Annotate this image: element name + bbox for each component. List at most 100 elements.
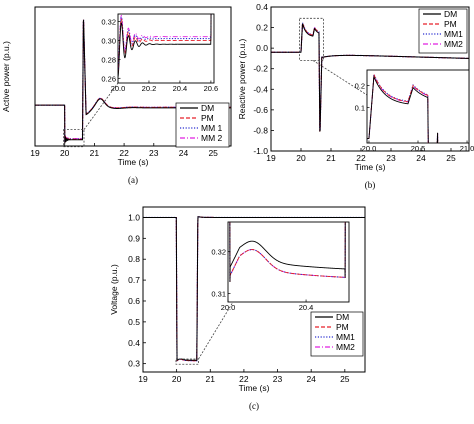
inset-series-b-DM [367,75,439,143]
inset-ytick-label-a: 0.30 [101,36,116,45]
ylabel-a: Active power (p.u.) [1,41,11,112]
inset-xtick-label-b: 21.0 [460,144,474,153]
ytick-label-c: 0.8 [128,254,140,264]
inset-ytick-label-a: 0.28 [101,55,116,64]
inset-xtick-label-a: 20.6 [204,84,219,93]
legend-label-MM2: MM2 [444,39,463,49]
xtick-label-b: 23 [386,153,396,163]
inset-series-c-DM [229,222,346,282]
legend-label-DM: DM [201,103,214,113]
inset-xtick-label-c: 20.4 [299,303,314,312]
xtick-label-a: 20 [60,148,70,158]
legend-label-PM: PM [444,19,457,29]
inset-xtick-label-b: 20.5 [411,144,426,153]
xtick-label-b: 19 [266,153,276,163]
zoom-connector-a [83,82,119,130]
ytick-label-c: 0.9 [128,233,140,243]
zoom-box-a [63,129,85,148]
inset-ytick-label-a: 0.26 [101,74,116,83]
xtick-label-a: 25 [208,148,218,158]
inset-series-a-DM [118,14,212,78]
inset-ytick-label-b: 0.2 [355,81,365,90]
xtick-label-b: 24 [416,153,426,163]
inset-xtick-label-a: 20.2 [142,84,157,93]
xtick-label-c: 25 [340,374,350,384]
xtick-label-c: 20 [172,374,182,384]
ytick-label-c: 0.3 [128,359,140,369]
xtick-label-c: 22 [239,374,249,384]
caption-b: (b) [365,180,376,190]
ytick-label-b: -0.6 [253,105,268,115]
legend-label-DM: DM [336,312,349,322]
ytick-label-c: 1.0 [128,212,140,222]
ytick-label-c: 0.5 [128,317,140,327]
xlabel-c: Time (s) [239,383,270,393]
legend-label-MM1: MM1 [444,29,463,39]
inset-series-a-MM1 [118,14,212,72]
series-b-DM [271,23,469,132]
xlabel-b: Time (s) [355,162,386,172]
xtick-label-a: 22 [119,148,129,158]
xtick-label-b: 20 [296,153,306,163]
legend-label-MM1: MM 1 [201,123,223,133]
ytick-label-b: 0.0 [256,43,268,53]
xlabel-a: Time (s) [118,157,149,167]
inset-b: 20.0 20.5 21.0 0.2 0.1 [355,69,474,153]
ytick-label-b: 0.4 [256,2,268,12]
xtick-label-b: 25 [446,153,456,163]
ylabel-c: Voltage (p.u.) [109,264,119,315]
ytick-label-c: 0.7 [128,275,140,285]
legend-label-PM: PM [201,113,214,123]
inset-a: 20.0 20.2 20.4 20.6 0.32 0.30 0.28 0.26 [101,13,219,93]
xtick-label-a: 19 [30,148,40,158]
zoom-box-c [175,358,199,365]
xtick-label-a: 24 [179,148,189,158]
ytick-label-c: 0.4 [128,338,140,348]
inset-frame-b [366,69,470,144]
caption-a: (a) [128,175,138,185]
inset-series-c-PM [229,222,346,282]
inset-xtick-label-a: 20.0 [111,84,126,93]
xtick-label-c: 24 [306,374,316,384]
panel-b: 19 20 21 22 23 24 25 0.4 0.2 0.0 -0.2 -0.4 -0.6 -0.8 -… [237,2,474,190]
inset-series-b-PM [367,74,439,143]
inset-frame-a [117,13,215,84]
axes-a-frame [34,6,232,147]
series-group-b [271,21,469,132]
legend-label-MM2: MM2 [336,342,355,352]
xtick-label-a: 21 [90,148,100,158]
panel-a: 19 20 21 22 23 24 25 Time (s) Active power (p.u.… [1,6,232,185]
inset-c: 20.0 20.4 0.32 0.31 [211,221,350,312]
axes-c-frame [142,206,366,373]
legend-label-MM2: MM 2 [201,133,223,143]
xtick-label-b: 22 [356,153,366,163]
inset-xtick-label-a: 20.4 [173,84,188,93]
ytick-label-b: -0.8 [253,125,268,135]
ytick-label-b: 0.2 [256,23,268,33]
inset-ytick-label-c: 0.32 [211,247,226,256]
xtick-label-c: 21 [206,374,216,384]
inset-xtick-label-c: 20.0 [221,303,236,312]
xtick-label-c: 23 [273,374,283,384]
inset-frame-c [227,221,350,303]
ytick-label-b: -0.4 [253,84,268,94]
inset-ytick-label-a: 0.32 [101,18,116,27]
legend-box-c [310,311,364,357]
legend-box-a [175,102,230,148]
xtick-label-a: 23 [149,148,159,158]
inset-series-a-MM2 [118,14,212,70]
inset-ytick-label-b: 0.1 [355,104,365,113]
inset-xtick-label-b: 20.0 [362,144,377,153]
xtick-label-b: 21 [326,153,336,163]
zoom-box-b [299,17,324,61]
ylabel-b: Reactive power (p.u.) [237,38,247,119]
panel-c: 19 20 21 22 23 24 25 1.0 0.9 0.8 0.7 0.6 0.5 0.4 0.3 Ti… [109,206,366,411]
inset-ytick-label-c: 0.31 [211,290,226,299]
legend-label-DM: DM [444,9,457,19]
legend-label-PM: PM [336,322,349,332]
legend-box-b [418,8,468,54]
ytick-label-b: -1.0 [253,146,268,156]
